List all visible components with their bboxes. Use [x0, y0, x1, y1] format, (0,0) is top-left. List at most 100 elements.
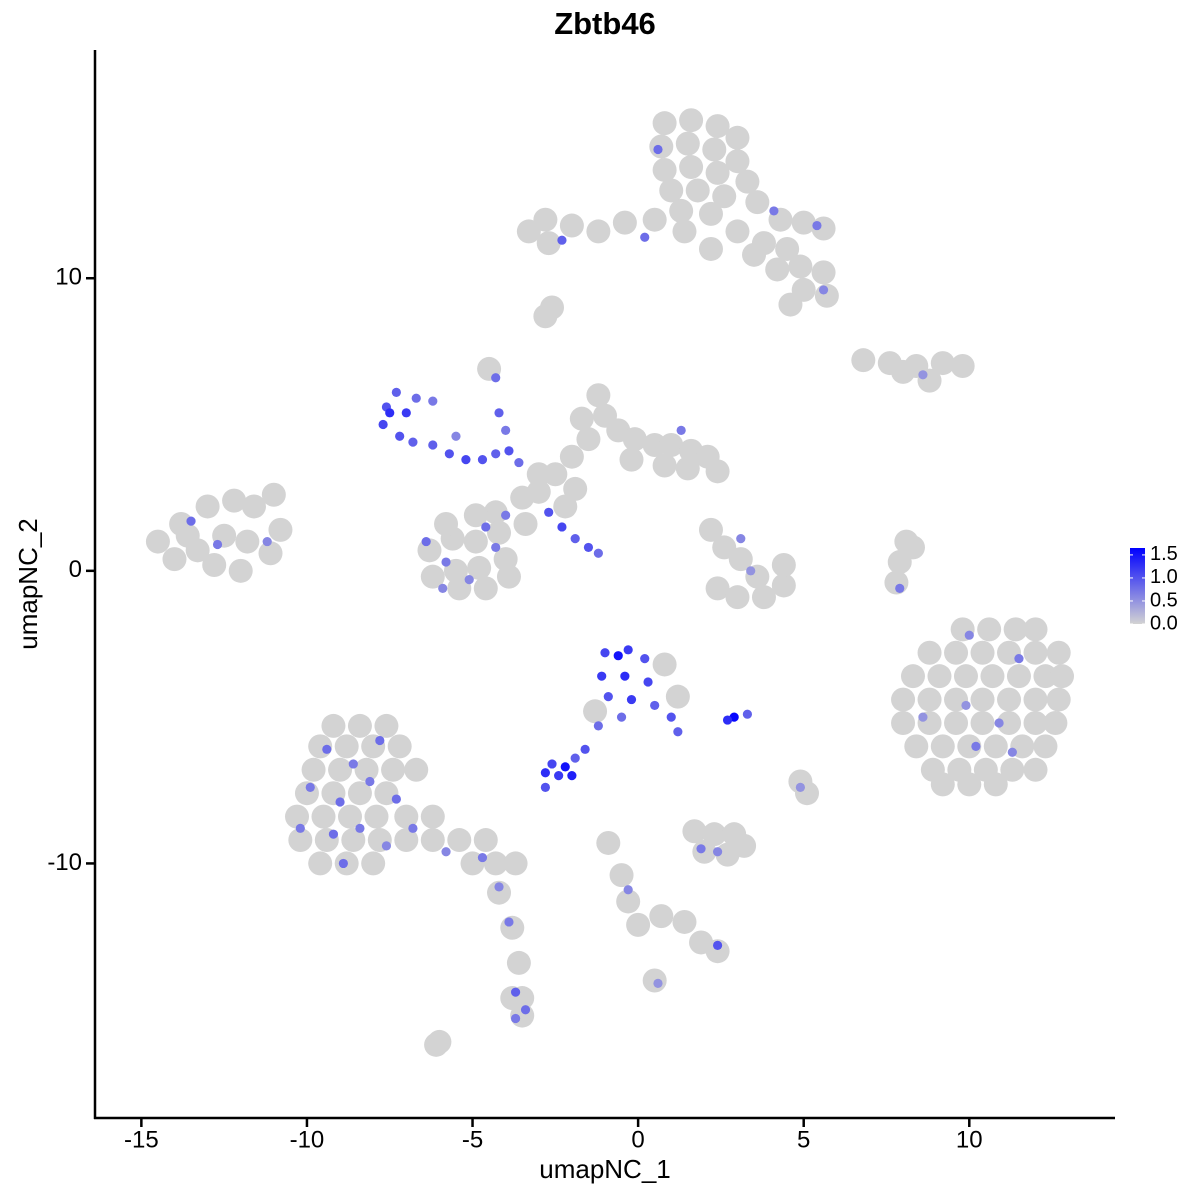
point — [463, 529, 488, 554]
point — [510, 987, 521, 997]
point — [698, 517, 723, 542]
point — [228, 558, 253, 583]
point — [600, 648, 610, 658]
point — [420, 804, 445, 829]
point — [513, 512, 538, 537]
point — [746, 566, 756, 576]
point — [788, 254, 813, 279]
point — [640, 654, 650, 664]
point — [705, 459, 730, 484]
point — [295, 823, 305, 833]
point — [593, 721, 603, 731]
point — [554, 771, 564, 781]
point — [994, 718, 1004, 728]
point — [676, 425, 686, 435]
point — [262, 536, 272, 547]
point — [375, 735, 385, 746]
point — [1046, 640, 1071, 665]
point — [640, 232, 650, 242]
point — [1014, 654, 1024, 664]
point — [285, 804, 310, 829]
point — [408, 823, 418, 833]
point — [434, 512, 459, 537]
point — [811, 260, 836, 285]
point — [202, 552, 227, 577]
point — [891, 687, 916, 712]
point — [891, 359, 916, 384]
point — [679, 155, 704, 180]
point — [725, 219, 750, 244]
point — [970, 687, 995, 712]
point — [268, 517, 293, 542]
point — [769, 206, 779, 216]
point — [652, 652, 677, 677]
point — [258, 541, 283, 566]
point — [586, 383, 611, 408]
point — [503, 851, 528, 876]
point — [725, 125, 750, 150]
x-tick-label: -5 — [462, 1126, 483, 1153]
point — [335, 797, 345, 807]
point — [597, 671, 607, 681]
point — [374, 713, 399, 738]
point — [997, 687, 1022, 712]
point — [619, 447, 644, 472]
point — [642, 433, 667, 458]
point — [441, 847, 451, 857]
x-tick-label: -10 — [290, 1126, 325, 1153]
point — [212, 539, 223, 550]
point — [510, 485, 535, 510]
point — [576, 427, 601, 452]
x-tick-label: -15 — [124, 1126, 159, 1153]
point — [970, 640, 995, 665]
point — [145, 529, 170, 554]
point — [997, 710, 1022, 735]
point — [705, 939, 730, 964]
point — [559, 444, 584, 469]
point — [705, 160, 730, 185]
point — [675, 131, 700, 156]
point — [347, 713, 372, 738]
point — [444, 449, 454, 459]
point — [496, 564, 521, 589]
point — [818, 285, 829, 295]
point — [563, 476, 588, 501]
point — [481, 522, 491, 532]
point — [580, 744, 590, 754]
point — [447, 576, 472, 601]
point — [241, 494, 266, 519]
point — [1043, 710, 1068, 735]
point — [553, 494, 578, 519]
point — [702, 137, 727, 162]
point — [381, 757, 406, 782]
point — [791, 210, 816, 235]
point — [557, 235, 567, 245]
point — [1006, 664, 1031, 689]
point — [745, 190, 770, 215]
points-layer — [145, 108, 1075, 1057]
point — [586, 219, 611, 244]
point — [195, 494, 220, 519]
point — [944, 640, 969, 665]
point — [1003, 617, 1028, 642]
point — [623, 645, 633, 655]
point — [420, 828, 445, 853]
point — [514, 457, 524, 468]
point — [712, 535, 737, 560]
point — [308, 851, 333, 876]
point — [385, 408, 395, 418]
point — [930, 772, 955, 797]
point — [593, 548, 603, 558]
point — [900, 535, 925, 560]
point — [961, 700, 971, 711]
point — [653, 144, 663, 155]
point — [1046, 687, 1071, 712]
point — [957, 734, 982, 759]
point — [891, 710, 916, 735]
point — [705, 114, 730, 139]
point — [652, 453, 677, 478]
point — [222, 488, 247, 513]
point — [603, 692, 613, 702]
